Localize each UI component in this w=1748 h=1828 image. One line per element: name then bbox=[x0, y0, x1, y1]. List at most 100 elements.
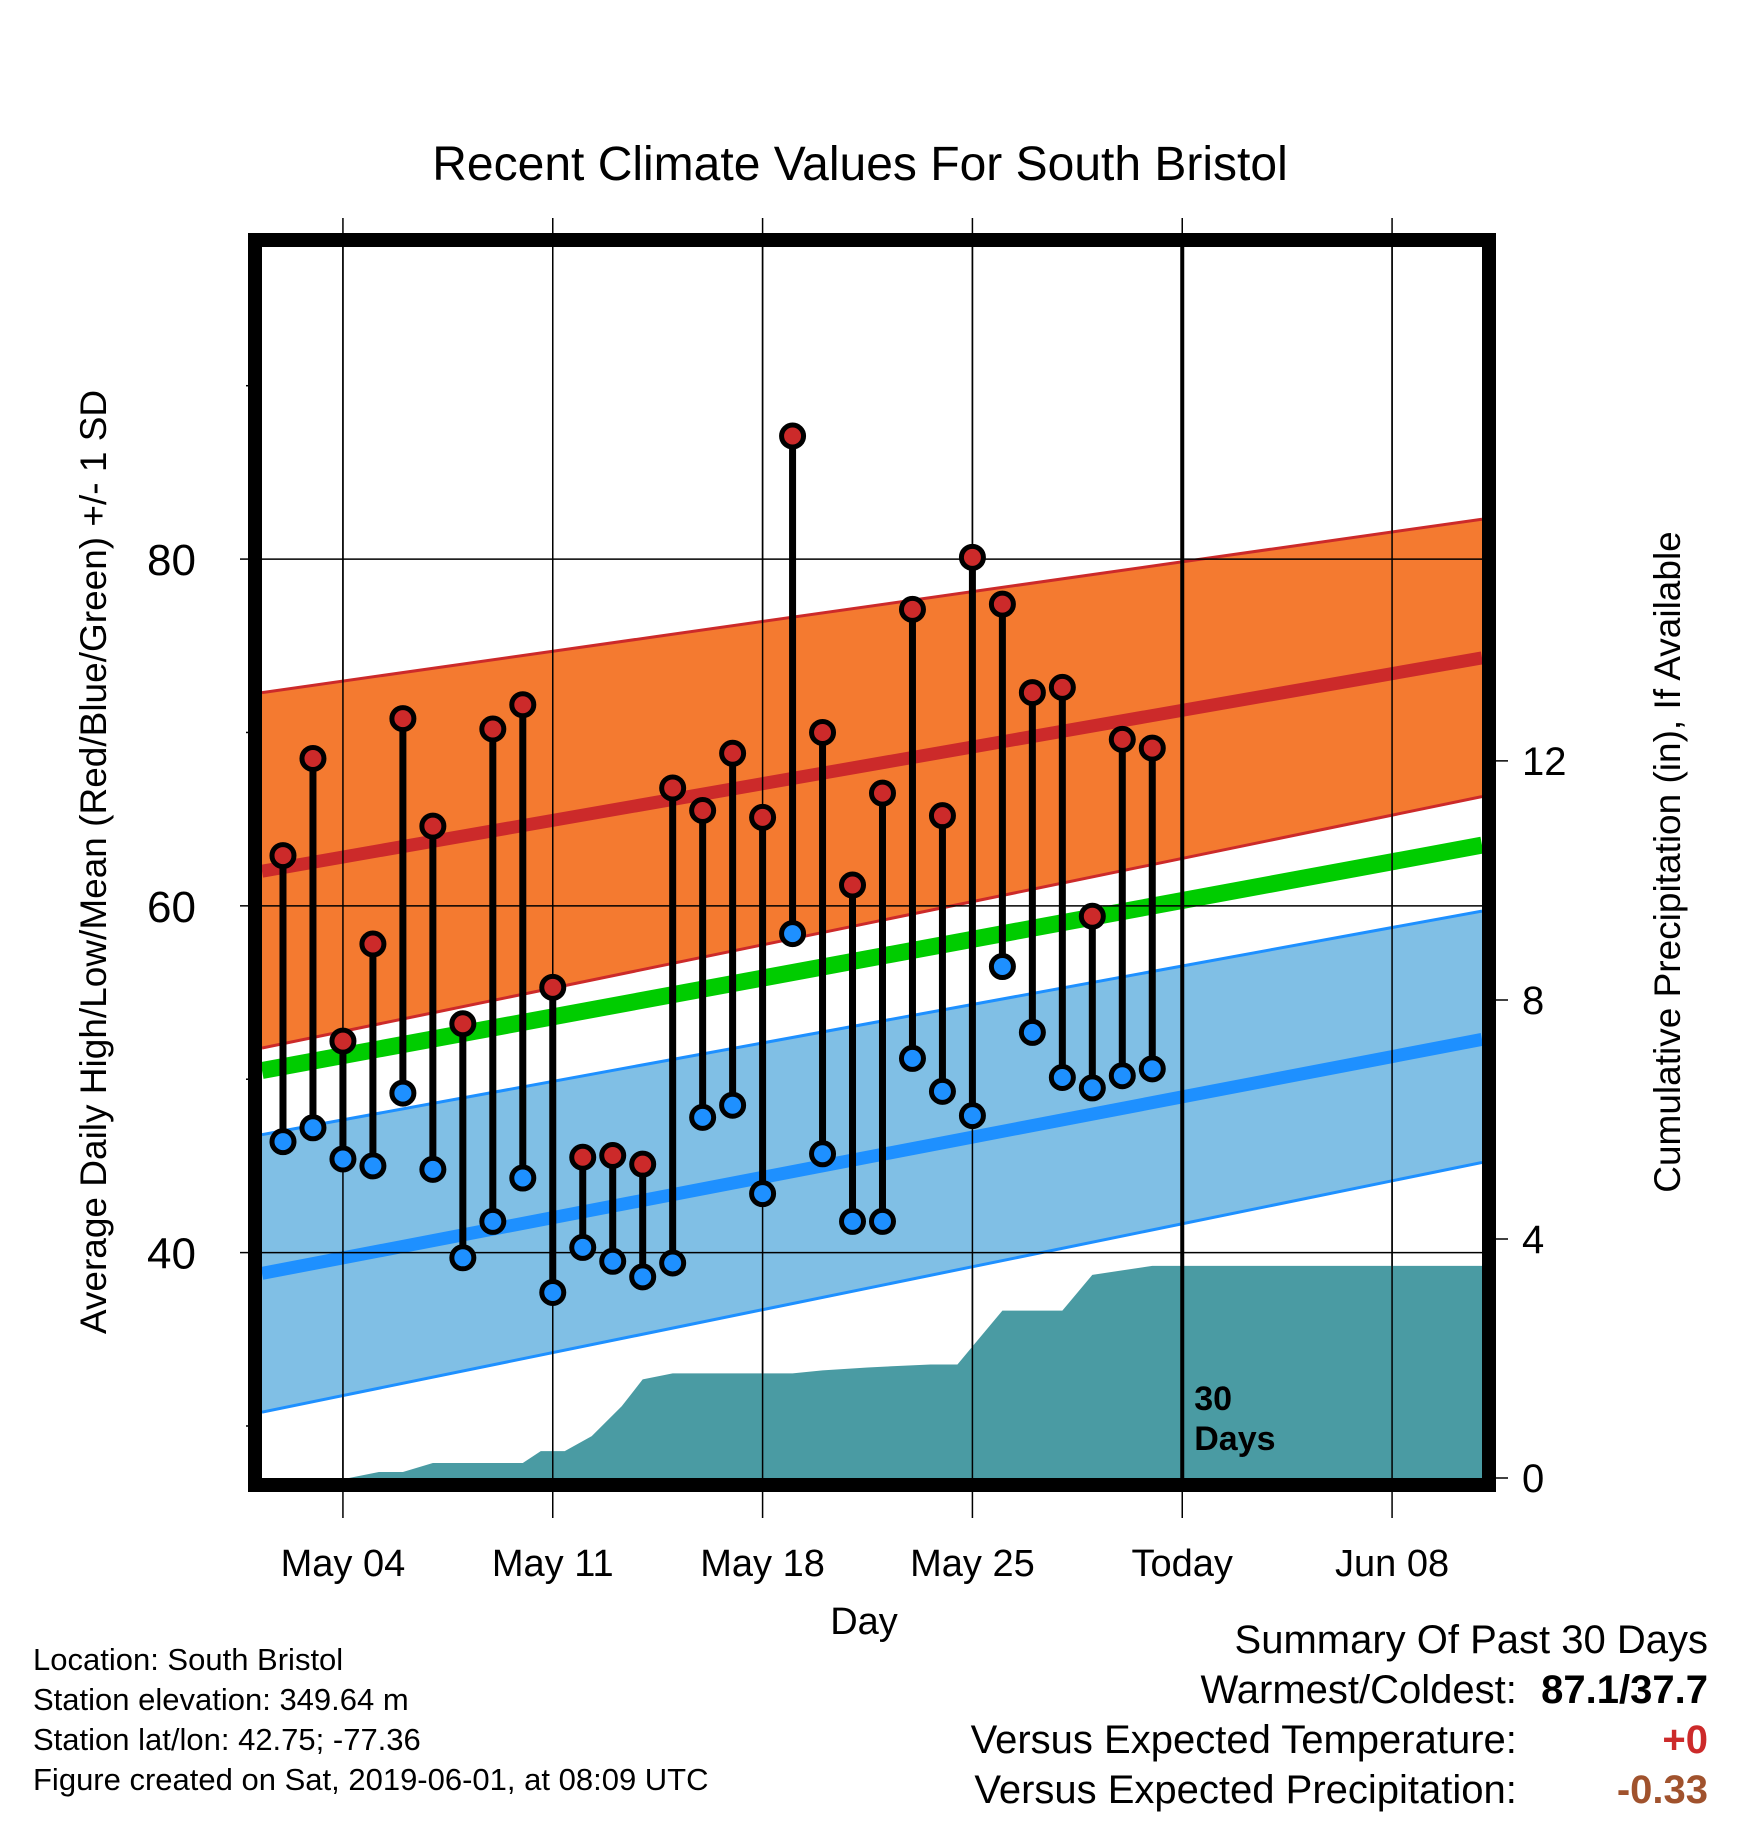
precip-area bbox=[262, 1265, 1482, 1478]
y-tick-label: 60 bbox=[147, 883, 196, 932]
daily-low-point bbox=[419, 1155, 447, 1183]
daily-high-point bbox=[719, 739, 747, 767]
daily-low-point bbox=[359, 1152, 387, 1180]
daily-low-point bbox=[659, 1249, 687, 1277]
daily-high-point bbox=[599, 1142, 627, 1170]
precip-tick-label: 0 bbox=[1522, 1457, 1544, 1501]
daily-high-point bbox=[898, 595, 926, 623]
daily-high-point bbox=[269, 842, 297, 870]
daily-high-point bbox=[749, 803, 777, 831]
daily-low-point bbox=[1048, 1063, 1076, 1091]
elevation-text: Station elevation: 349.64 m bbox=[33, 1682, 409, 1717]
daily-high-point bbox=[449, 1010, 477, 1038]
y-tick-label: 40 bbox=[147, 1230, 196, 1279]
y-axis-label-right: Cumulative Precipitation (in), If Availa… bbox=[1647, 531, 1688, 1193]
normal-high-mean-line bbox=[262, 651, 1482, 878]
x-tick-label: Today bbox=[1132, 1543, 1233, 1585]
daily-high-point bbox=[539, 973, 567, 1001]
today-label-number: 30 bbox=[1194, 1380, 1232, 1418]
chart-title: Recent Climate Values For South Bristol bbox=[432, 138, 1287, 191]
daily-high-point bbox=[329, 1027, 357, 1055]
daily-high-point bbox=[1018, 679, 1046, 707]
daily-high-point bbox=[479, 715, 507, 743]
daily-high-point bbox=[868, 779, 896, 807]
x-tick-label: May 25 bbox=[910, 1543, 1035, 1585]
precip-tick-label: 12 bbox=[1522, 740, 1567, 784]
precip-row: Versus Expected Precipitation: -0.33 bbox=[971, 1765, 1708, 1815]
daily-low-point bbox=[779, 920, 807, 948]
daily-low-point bbox=[389, 1079, 417, 1107]
daily-low-point bbox=[539, 1278, 567, 1306]
daily-low-point bbox=[809, 1140, 837, 1168]
daily-low-point bbox=[898, 1044, 926, 1072]
latlon-text: Station lat/lon: 42.75; -77.36 bbox=[33, 1722, 421, 1757]
normal-high-lower-line bbox=[262, 795, 1482, 1050]
y-tick-label: 80 bbox=[147, 536, 196, 585]
x-tick-label: May 18 bbox=[700, 1543, 825, 1585]
temp-row: Versus Expected Temperature: +0 bbox=[971, 1715, 1708, 1765]
x-tick-label: Jun 08 bbox=[1335, 1543, 1449, 1585]
daily-low-point bbox=[928, 1077, 956, 1105]
daily-high-point bbox=[1138, 734, 1166, 762]
warm-cold-value: 87.1/37.7 bbox=[1541, 1668, 1708, 1712]
x-axis-label: Day bbox=[830, 1601, 898, 1643]
x-tick-label: May 11 bbox=[492, 1543, 614, 1585]
plot-area bbox=[262, 247, 1482, 1478]
daily-high-point bbox=[569, 1143, 597, 1171]
daily-high-point bbox=[928, 802, 956, 830]
daily-high-point bbox=[1108, 725, 1136, 753]
daily-high-point bbox=[1048, 673, 1076, 701]
daily-high-point bbox=[809, 718, 837, 746]
daily-high-point bbox=[1078, 902, 1106, 930]
daily-low-point bbox=[269, 1128, 297, 1156]
daily-low-point bbox=[1138, 1055, 1166, 1083]
warm-cold-row: Warmest/Coldest: 87.1/37.7 bbox=[971, 1665, 1709, 1715]
plot-frame bbox=[248, 233, 1496, 1492]
daily-low-point bbox=[599, 1247, 627, 1275]
daily-low-point bbox=[1018, 1018, 1046, 1046]
daily-low-point bbox=[509, 1164, 537, 1192]
daily-high-point bbox=[958, 543, 986, 571]
daily-low-point bbox=[839, 1207, 867, 1235]
daily-low-point bbox=[1108, 1062, 1136, 1090]
precip-tick-label: 8 bbox=[1522, 979, 1544, 1023]
created-text: Figure created on Sat, 2019-06-01, at 08… bbox=[33, 1762, 709, 1797]
daily-high-point bbox=[389, 705, 417, 733]
station-info: Location: South Bristol Station elevatio… bbox=[33, 1640, 709, 1800]
daily-high-point bbox=[629, 1150, 657, 1178]
daily-low-point bbox=[1078, 1074, 1106, 1102]
daily-low-point bbox=[988, 953, 1016, 981]
daily-high-point bbox=[689, 796, 717, 824]
precip-value: -0.33 bbox=[1616, 1768, 1708, 1812]
normal-high-upper-line bbox=[262, 517, 1482, 695]
daily-low-point bbox=[629, 1263, 657, 1291]
daily-low-point bbox=[689, 1103, 717, 1131]
precip-label: Versus Expected Precipitation: bbox=[974, 1768, 1517, 1812]
today-label-days: Days bbox=[1194, 1420, 1275, 1458]
daily-low-point bbox=[299, 1114, 327, 1142]
summary-panel: Summary Of Past 30 Days Warmest/Coldest:… bbox=[971, 1615, 1708, 1815]
daily-high-point bbox=[299, 744, 327, 772]
daily-high-point bbox=[359, 930, 387, 958]
daily-high-point bbox=[419, 812, 447, 840]
normal-low-lower-line bbox=[262, 1160, 1482, 1414]
daily-low-point bbox=[449, 1244, 477, 1272]
summary-title: Summary Of Past 30 Days bbox=[1234, 1618, 1708, 1662]
daily-low-point bbox=[749, 1180, 777, 1208]
warm-cold-label: Warmest/Coldest: bbox=[1200, 1668, 1517, 1712]
temp-value: +0 bbox=[1662, 1718, 1708, 1762]
daily-low-point bbox=[958, 1102, 986, 1130]
daily-high-point bbox=[839, 871, 867, 899]
x-tick-label: May 04 bbox=[281, 1543, 406, 1585]
daily-low-point bbox=[569, 1233, 597, 1261]
daily-high-point bbox=[509, 691, 537, 719]
daily-high-point bbox=[779, 422, 807, 450]
daily-low-point bbox=[719, 1091, 747, 1119]
temp-label: Versus Expected Temperature: bbox=[970, 1718, 1517, 1762]
normal-high-band bbox=[262, 519, 1482, 1049]
daily-low-point bbox=[329, 1145, 357, 1173]
daily-low-point bbox=[868, 1207, 896, 1235]
y-axis-label-left: Average Daily High/Low/Mean (Red/Blue/Gr… bbox=[73, 390, 114, 1334]
daily-low-point bbox=[479, 1207, 507, 1235]
